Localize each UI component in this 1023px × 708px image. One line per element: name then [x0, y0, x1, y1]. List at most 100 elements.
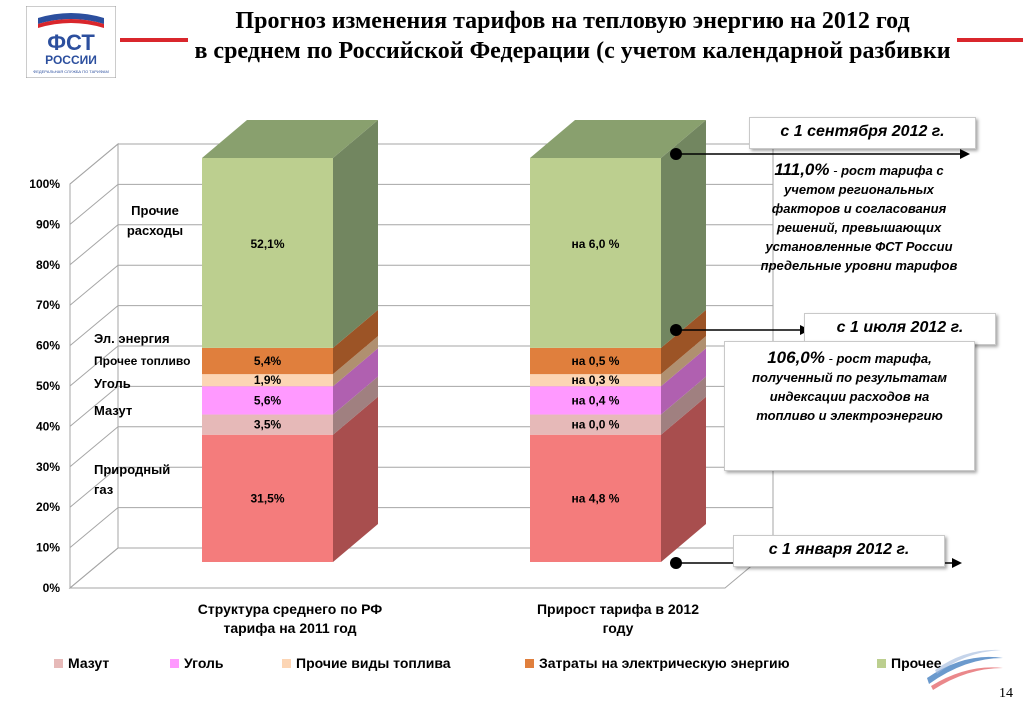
category-label: тарифа на 2011 год — [223, 620, 356, 636]
bar-top-face — [202, 120, 378, 158]
y-tick-label: 50% — [36, 379, 60, 393]
segment-label: Природный — [94, 462, 170, 477]
bar-data-label: на 0,4 % — [572, 393, 620, 407]
legend-swatch — [877, 659, 886, 668]
legend-swatch — [54, 659, 63, 668]
jul-value: 106,0% — [767, 348, 825, 367]
y-tick-label: 30% — [36, 460, 60, 474]
arrow-head — [960, 149, 970, 159]
category-label: году — [603, 620, 634, 636]
chart-bars — [202, 120, 706, 562]
segment-label: Эл. энергия — [94, 331, 170, 346]
bar-segment-side — [661, 376, 706, 435]
bar-data-label: 5,6% — [254, 393, 282, 407]
y-tick-label: 70% — [36, 298, 60, 312]
bar-data-label: на 0,3 % — [572, 373, 620, 387]
bar-segment-front — [202, 434, 333, 562]
sep-dash: - — [833, 163, 838, 178]
legend-swatch — [525, 659, 534, 668]
bar-segment-front — [530, 434, 661, 562]
segment-label: газ — [94, 482, 114, 497]
bar-segment-side — [661, 336, 706, 387]
segment-label: Прочие — [131, 203, 179, 218]
y-tick-label: 90% — [36, 217, 60, 231]
bar-segment-front — [202, 374, 333, 387]
jul-text-line2: полученный по результатам — [752, 370, 947, 385]
title-line1: Прогноз изменения тарифов на тепловую эн… — [229, 6, 916, 36]
jul-date-text: с 1 июля 2012 г. — [836, 319, 964, 336]
legend-label: Затраты на электрическую энергию — [539, 655, 790, 671]
fst-russia-logo: ФСТ РОССИИ ФЕДЕРАЛЬНАЯ СЛУЖБА ПО ТАРИФАМ — [26, 6, 116, 78]
bar-segment-front — [530, 158, 661, 348]
bar-data-label: 1,9% — [254, 373, 282, 387]
jul-text1: рост тарифа, — [836, 351, 932, 366]
logo-line1: ФСТ — [47, 30, 95, 55]
sep-text-line5: установленные ФСТ России — [765, 239, 953, 254]
legend-swatch — [282, 659, 291, 668]
jul-text-line3: индексации расходов на — [769, 389, 930, 404]
bar-segment-side — [661, 120, 706, 348]
sep-text-line2: учетом региональных — [784, 182, 934, 197]
y-tick-label: 0% — [43, 581, 61, 595]
bar-segment-front — [202, 158, 333, 348]
bar-segment-front — [530, 414, 661, 435]
category-label: Прирост тарифа в 2012 — [537, 601, 699, 617]
bar-segment-side — [333, 348, 378, 415]
bar-data-label: на 0,5 % — [572, 354, 620, 368]
bar-segment-side — [333, 336, 378, 387]
bar-segment-side — [333, 396, 378, 562]
bar-segment-side — [661, 309, 706, 375]
bar-segment-side — [333, 376, 378, 435]
bar-segment-front — [202, 347, 333, 375]
callout-sep-date: с 1 сентября 2012 г. — [749, 117, 976, 149]
callout-sep-description: 111,0% - рост тарифа с учетом региональн… — [736, 160, 982, 275]
bar-segment-front — [530, 347, 661, 375]
y-tick-label: 10% — [36, 541, 60, 555]
category-label: Структура среднего по РФ — [198, 601, 383, 617]
logo-line2: РОССИИ — [45, 53, 97, 67]
callout-jan-date: с 1 января 2012 г. — [733, 535, 945, 567]
chart-text: 0% 10% 20% 30% 40% 50% 60% 70% 80% 90% 100% 31,5% 3,… — [29, 177, 699, 636]
legend-label: Прочие виды топлива — [296, 655, 451, 671]
bar-segment-front — [530, 386, 661, 415]
jan-date-text: с 1 января 2012 г. — [768, 541, 910, 558]
callout-jul-description: 106,0% - рост тарифа, полученный по резу… — [724, 341, 975, 471]
legend-label: Мазут — [68, 655, 109, 671]
y-tick-label: 80% — [36, 258, 60, 272]
bar-data-label: 5,4% — [254, 354, 282, 368]
arrow-dot — [670, 148, 682, 160]
bar-data-label: 52,1% — [250, 237, 284, 251]
bar-segment-side — [661, 348, 706, 415]
arrow-dot — [670, 324, 682, 336]
bar-data-label: 3,5% — [254, 418, 282, 432]
title-line2: в среднем по Российской Федерации (с уче… — [188, 36, 957, 66]
decorative-swoosh-icon — [927, 649, 1003, 690]
legend-label: Прочее — [891, 655, 942, 671]
bar-segment-front — [530, 374, 661, 387]
sep-date-text: с 1 сентября 2012 г. — [780, 123, 945, 140]
bar-data-label: 31,5% — [250, 491, 284, 505]
arrow-dot — [670, 557, 682, 569]
segment-label: Мазут — [94, 403, 132, 418]
bar-segment-front — [202, 414, 333, 435]
bar-data-label: на 0,0 % — [572, 418, 620, 432]
sep-text-line4: решений, превышающих — [776, 220, 942, 235]
jul-dash: - — [828, 351, 833, 366]
sep-text1: рост тарифа с — [841, 163, 944, 178]
segment-label: расходы — [127, 223, 183, 238]
y-tick-label: 20% — [36, 500, 60, 514]
jul-text-line4: топливо и электроэнергию — [756, 408, 943, 423]
bar-top-face — [530, 120, 706, 158]
bar-segment-side — [333, 309, 378, 375]
sep-value: 111,0% — [774, 160, 830, 179]
bar-segment-side — [333, 120, 378, 348]
arrow-head — [952, 558, 962, 568]
y-tick-label: 40% — [36, 419, 60, 433]
y-tick-label: 60% — [36, 339, 60, 353]
bar-segment-side — [661, 396, 706, 562]
segment-label: Уголь — [94, 376, 131, 391]
bar-data-label: на 4,8 % — [572, 491, 620, 505]
logo-tagline: ФЕДЕРАЛЬНАЯ СЛУЖБА ПО ТАРИФАМ — [33, 69, 109, 74]
segment-label: Прочее топливо — [94, 354, 190, 368]
